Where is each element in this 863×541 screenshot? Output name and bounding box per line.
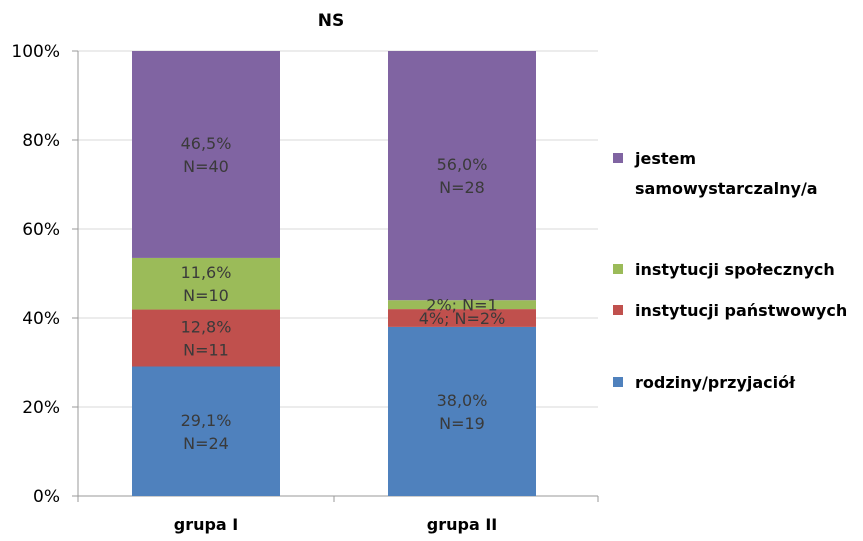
y-tick-label: 80% xyxy=(22,131,60,151)
legend-label: rodziny/przyjaciół xyxy=(635,373,796,392)
legend: jestem samowystarczalny/a instytucji społe… xyxy=(613,149,847,392)
bar-segment xyxy=(132,366,280,496)
data-labels: 29,1% N=24 12,8% N=11 11,6% N=10 46,5% N=40 38,0… xyxy=(181,134,506,453)
y-tick-label: 40% xyxy=(22,309,60,329)
bar-segment xyxy=(132,309,280,367)
legend-label: samowystarczalny/a xyxy=(635,179,818,198)
data-label: 29,1% xyxy=(181,411,232,430)
y-tick-label: 60% xyxy=(22,220,60,240)
bar-segment xyxy=(388,300,536,310)
x-category-label: grupa II xyxy=(427,515,497,534)
bar-segment xyxy=(388,309,536,327)
data-label: N=40 xyxy=(183,157,229,176)
legend-swatch xyxy=(613,305,623,315)
y-axis-ticks: 0% 20% 40% 60% 80% 100% xyxy=(11,42,60,507)
legend-swatch xyxy=(613,377,623,387)
legend-label: jestem xyxy=(634,149,696,168)
data-label: N=11 xyxy=(183,341,229,360)
data-label: 11,6% xyxy=(181,263,232,282)
bars xyxy=(132,51,536,496)
bar-segment xyxy=(132,51,280,258)
x-category-label: grupa I xyxy=(174,515,239,534)
y-tick-label: 100% xyxy=(11,42,60,62)
legend-swatch xyxy=(613,264,623,274)
bar-segment xyxy=(132,257,280,310)
chart-title: NS xyxy=(318,11,344,31)
data-label: N=28 xyxy=(439,178,485,197)
data-label: 12,8% xyxy=(181,318,232,337)
data-label: 4%; N=2% xyxy=(419,309,506,328)
bar-segment xyxy=(388,326,536,496)
data-label: 46,5% xyxy=(181,134,232,153)
bar-segment xyxy=(388,51,536,301)
data-label: N=10 xyxy=(183,286,229,305)
data-label: N=19 xyxy=(439,414,485,433)
data-label: N=24 xyxy=(183,434,229,453)
data-label: 56,0% xyxy=(437,155,488,174)
legend-swatch xyxy=(613,153,623,163)
legend-label: instytucji państwowych xyxy=(635,301,847,320)
legend-label: instytucji społecznych xyxy=(635,260,835,279)
data-label: 2%; N=1 xyxy=(426,296,497,315)
data-label: 38,0% xyxy=(437,391,488,410)
y-tick-label: 0% xyxy=(33,487,60,507)
x-axis-categories: grupa I grupa II xyxy=(174,515,497,534)
y-tick-label: 20% xyxy=(22,398,60,418)
